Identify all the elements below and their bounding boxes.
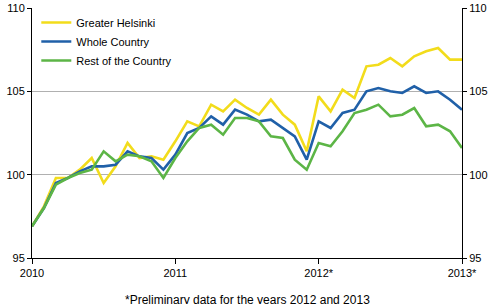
svg-text:100: 100 [469, 169, 487, 181]
svg-text:110: 110 [469, 2, 487, 14]
svg-text:95: 95 [13, 252, 25, 264]
svg-text:2010: 2010 [20, 267, 44, 279]
svg-text:*Preliminary data for the year: *Preliminary data for the years 2012 and… [125, 293, 370, 304]
svg-text:Whole Country: Whole Country [76, 36, 149, 48]
svg-text:105: 105 [6, 85, 24, 97]
svg-text:110: 110 [7, 2, 25, 14]
svg-text:95: 95 [469, 252, 481, 264]
svg-text:2012*: 2012* [304, 267, 333, 279]
svg-text:2013*: 2013* [448, 267, 477, 279]
svg-text:105: 105 [469, 85, 487, 97]
svg-text:Rest of the Country: Rest of the Country [76, 55, 171, 67]
svg-text:2011: 2011 [164, 267, 188, 279]
svg-text:100: 100 [6, 169, 24, 181]
svg-text:Greater Helsinki: Greater Helsinki [76, 17, 155, 29]
